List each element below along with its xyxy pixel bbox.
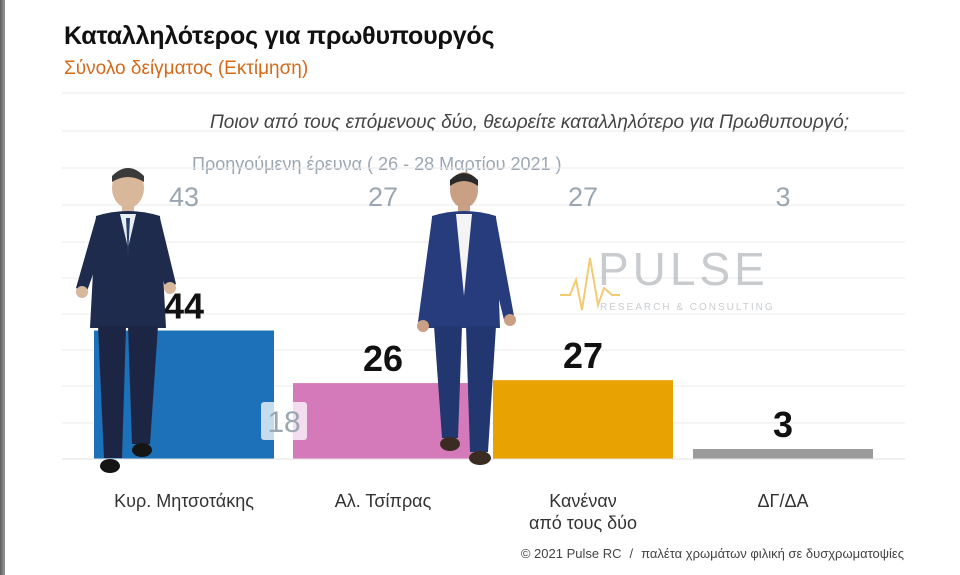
value-label-1: 26 xyxy=(363,338,403,379)
value-label-3: 3 xyxy=(773,404,793,445)
overlay-label-box xyxy=(261,402,307,440)
category-label-2-1: από τους δύο xyxy=(529,513,637,533)
category-label-2-0: Κανέναν xyxy=(549,491,617,511)
category-label-3-0: ΔΓ/ΔΑ xyxy=(758,491,809,511)
value-label-2: 27 xyxy=(563,335,603,376)
bar-2 xyxy=(493,380,673,459)
footer-separator: / xyxy=(629,546,634,561)
heartbeat-icon xyxy=(560,257,620,311)
person-photo-tsipras xyxy=(417,172,516,465)
window-edge xyxy=(0,0,5,575)
chart-subtitle: Σύνολο δείγματος (Εκτίμηση) xyxy=(64,58,309,79)
watermark-word: PULSE xyxy=(598,243,769,295)
pulse-watermark-logo: PULSE RESEARCH & CONSULTING xyxy=(560,240,775,320)
survey-question: Ποιον από τους επόμενους δύο, θεωρείτε κ… xyxy=(210,112,850,133)
category-label-0-0: Κυρ. Μητσοτάκης xyxy=(114,491,254,511)
previous-value-3: 3 xyxy=(775,182,790,212)
footer-copyright: © 2021 Pulse RC xyxy=(520,546,622,561)
chart-title: Καταλληλότερος για πρωθυπουργός xyxy=(64,22,495,50)
category-label-1-0: Αλ. Τσίπρας xyxy=(335,491,432,511)
previous-value-2: 27 xyxy=(568,182,598,212)
overlay-label: 18 xyxy=(267,406,300,439)
watermark-tagline: RESEARCH & CONSULTING xyxy=(600,302,775,313)
footer-note: παλέτα χρωμάτων φιλική σε δυσχρωματοψίες xyxy=(641,546,904,561)
previous-survey-label: Προηγούμενη έρευνα ( 26 - 28 Μαρτίου 202… xyxy=(192,154,562,174)
previous-value-1: 27 xyxy=(368,182,398,212)
previous-value-0: 43 xyxy=(169,182,199,212)
person-photo-mitsotakis xyxy=(76,168,176,473)
footer-credit: © 2021 Pulse RC / παλέτα χρωμάτων φιλική σ… xyxy=(521,546,904,561)
bar-3 xyxy=(693,449,873,459)
